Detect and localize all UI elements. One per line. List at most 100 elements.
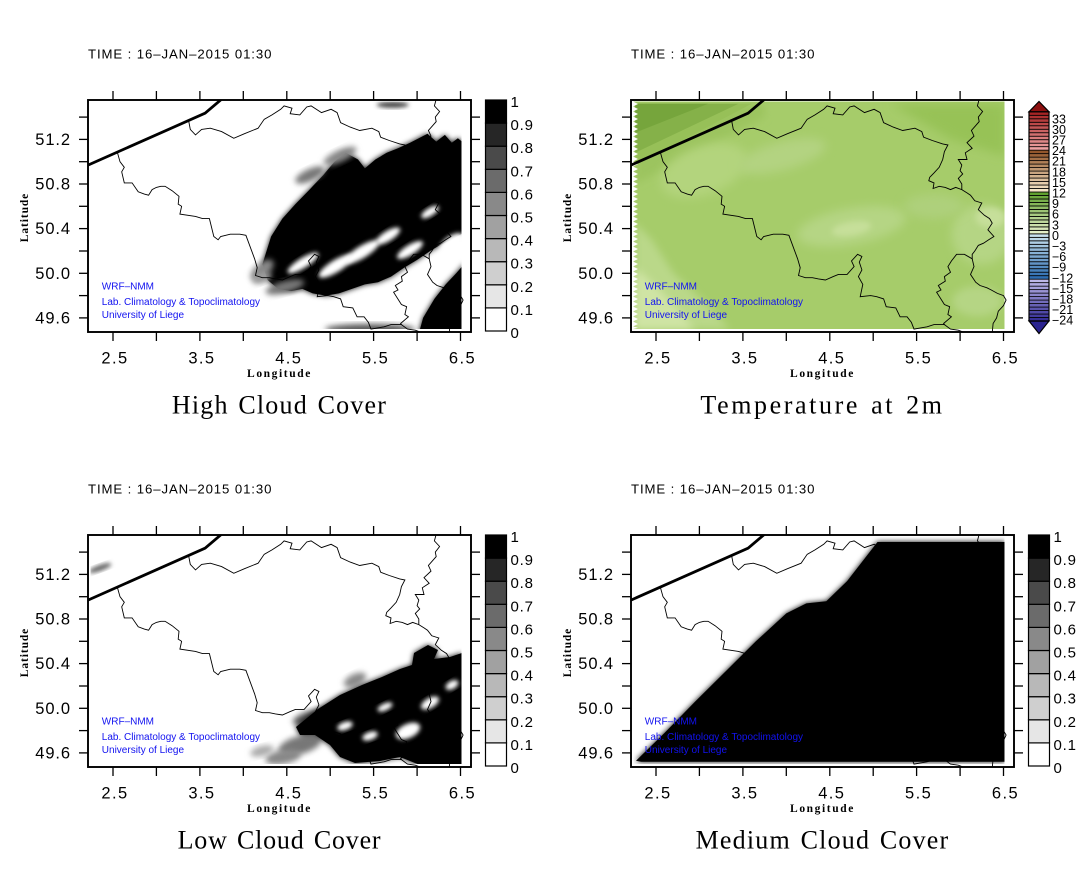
svg-text:−15: −15 <box>1052 282 1073 296</box>
svg-text:0.7: 0.7 <box>511 163 534 180</box>
svg-text:WRF–NMM: WRF–NMM <box>102 282 154 293</box>
svg-text:Latitude: Latitude <box>562 193 574 242</box>
svg-text:Medium Cloud Cover: Medium Cloud Cover <box>696 826 950 855</box>
svg-text:6.5: 6.5 <box>449 785 476 803</box>
svg-text:University of Liege: University of Liege <box>102 745 185 756</box>
svg-text:0.6: 0.6 <box>511 186 534 203</box>
svg-text:18: 18 <box>1052 165 1066 179</box>
svg-text:1: 1 <box>1054 529 1063 546</box>
svg-text:TIME : 16–JAN–2015 01:30: TIME : 16–JAN–2015 01:30 <box>88 482 272 497</box>
svg-text:3.5: 3.5 <box>731 785 758 803</box>
svg-text:University of Liege: University of Liege <box>645 310 728 321</box>
svg-text:6.5: 6.5 <box>992 350 1019 368</box>
svg-text:Longitude: Longitude <box>790 803 855 815</box>
svg-text:50.8: 50.8 <box>578 176 614 194</box>
svg-text:−24: −24 <box>1052 314 1073 328</box>
svg-text:4.5: 4.5 <box>275 350 302 368</box>
svg-text:Latitude: Latitude <box>19 628 31 677</box>
svg-text:0.4: 0.4 <box>511 668 534 685</box>
svg-text:0.5: 0.5 <box>511 210 534 227</box>
svg-text:0.3: 0.3 <box>1054 691 1077 708</box>
svg-text:0.1: 0.1 <box>511 737 534 754</box>
svg-text:4.5: 4.5 <box>818 785 845 803</box>
svg-text:0: 0 <box>511 760 520 777</box>
svg-text:50.0: 50.0 <box>35 700 71 718</box>
svg-text:49.6: 49.6 <box>35 309 71 327</box>
svg-text:50.4: 50.4 <box>35 655 71 673</box>
svg-text:50.0: 50.0 <box>578 700 614 718</box>
svg-text:0: 0 <box>1052 229 1059 243</box>
svg-text:Low Cloud Cover: Low Cloud Cover <box>178 826 382 855</box>
svg-text:51.2: 51.2 <box>35 131 71 149</box>
svg-text:−6: −6 <box>1052 250 1066 264</box>
svg-text:50.4: 50.4 <box>578 220 614 238</box>
svg-text:51.2: 51.2 <box>578 131 614 149</box>
svg-text:High Cloud Cover: High Cloud Cover <box>172 391 387 420</box>
svg-text:3: 3 <box>1052 218 1059 232</box>
svg-text:0.8: 0.8 <box>1054 575 1077 592</box>
svg-text:21: 21 <box>1052 155 1066 169</box>
svg-text:1: 1 <box>511 529 520 546</box>
svg-text:2.5: 2.5 <box>101 350 128 368</box>
svg-text:2.5: 2.5 <box>101 785 128 803</box>
svg-text:15: 15 <box>1052 176 1066 190</box>
svg-text:0.3: 0.3 <box>511 691 534 708</box>
svg-text:49.6: 49.6 <box>35 744 71 762</box>
svg-text:0.9: 0.9 <box>511 552 534 569</box>
svg-text:5.5: 5.5 <box>905 350 932 368</box>
svg-text:9: 9 <box>1052 197 1059 211</box>
svg-text:0.2: 0.2 <box>511 714 534 731</box>
svg-text:49.6: 49.6 <box>578 744 614 762</box>
svg-text:0.4: 0.4 <box>1054 668 1077 685</box>
svg-text:4.5: 4.5 <box>275 785 302 803</box>
svg-text:0.5: 0.5 <box>511 645 534 662</box>
svg-text:Lab. Climatology & Topoclimato: Lab. Climatology & Topoclimatology <box>645 732 803 743</box>
svg-text:Lab. Climatology & Topoclimato: Lab. Climatology & Topoclimatology <box>102 297 260 308</box>
svg-text:2.5: 2.5 <box>644 350 671 368</box>
svg-text:51.2: 51.2 <box>35 566 71 584</box>
svg-text:Latitude: Latitude <box>562 628 574 677</box>
svg-text:TIME : 16–JAN–2015 01:30: TIME : 16–JAN–2015 01:30 <box>88 47 272 62</box>
svg-text:6.5: 6.5 <box>449 350 476 368</box>
svg-text:12: 12 <box>1052 187 1066 201</box>
svg-text:WRF–NMM: WRF–NMM <box>102 717 154 728</box>
svg-text:WRF–NMM: WRF–NMM <box>645 717 697 728</box>
svg-text:49.6: 49.6 <box>578 309 614 327</box>
svg-text:0.4: 0.4 <box>511 233 534 250</box>
svg-text:Longitude: Longitude <box>247 803 312 815</box>
svg-text:0.9: 0.9 <box>1054 552 1077 569</box>
svg-text:2.5: 2.5 <box>644 785 671 803</box>
svg-text:3.5: 3.5 <box>188 350 215 368</box>
svg-text:−3: −3 <box>1052 240 1066 254</box>
svg-text:1: 1 <box>511 94 520 111</box>
svg-text:6.5: 6.5 <box>992 785 1019 803</box>
svg-text:−12: −12 <box>1052 271 1073 285</box>
svg-text:Temperature at 2m: Temperature at 2m <box>700 391 944 420</box>
svg-text:30: 30 <box>1052 123 1066 137</box>
svg-text:0.1: 0.1 <box>1054 737 1077 754</box>
svg-text:24: 24 <box>1052 144 1066 158</box>
svg-text:Longitude: Longitude <box>790 368 855 380</box>
svg-text:0.1: 0.1 <box>511 302 534 319</box>
svg-text:University of Liege: University of Liege <box>645 745 728 756</box>
svg-text:0: 0 <box>1054 760 1063 777</box>
svg-text:0.8: 0.8 <box>511 140 534 157</box>
svg-text:50.0: 50.0 <box>578 265 614 283</box>
svg-text:0.7: 0.7 <box>1054 598 1077 615</box>
svg-text:Longitude: Longitude <box>247 368 312 380</box>
svg-text:0.8: 0.8 <box>511 575 534 592</box>
svg-text:Lab. Climatology & Topoclimato: Lab. Climatology & Topoclimatology <box>102 732 260 743</box>
svg-text:0.3: 0.3 <box>511 256 534 273</box>
svg-text:WRF–NMM: WRF–NMM <box>645 282 697 293</box>
svg-text:5.5: 5.5 <box>362 785 389 803</box>
svg-text:TIME : 16–JAN–2015 01:30: TIME : 16–JAN–2015 01:30 <box>631 482 815 497</box>
svg-text:50.8: 50.8 <box>35 611 71 629</box>
svg-text:51.2: 51.2 <box>578 566 614 584</box>
svg-text:0.2: 0.2 <box>1054 714 1077 731</box>
svg-text:0.5: 0.5 <box>1054 645 1077 662</box>
svg-text:5.5: 5.5 <box>362 350 389 368</box>
svg-text:50.4: 50.4 <box>35 220 71 238</box>
svg-text:3.5: 3.5 <box>188 785 215 803</box>
svg-text:50.8: 50.8 <box>578 611 614 629</box>
svg-text:0.9: 0.9 <box>511 117 534 134</box>
